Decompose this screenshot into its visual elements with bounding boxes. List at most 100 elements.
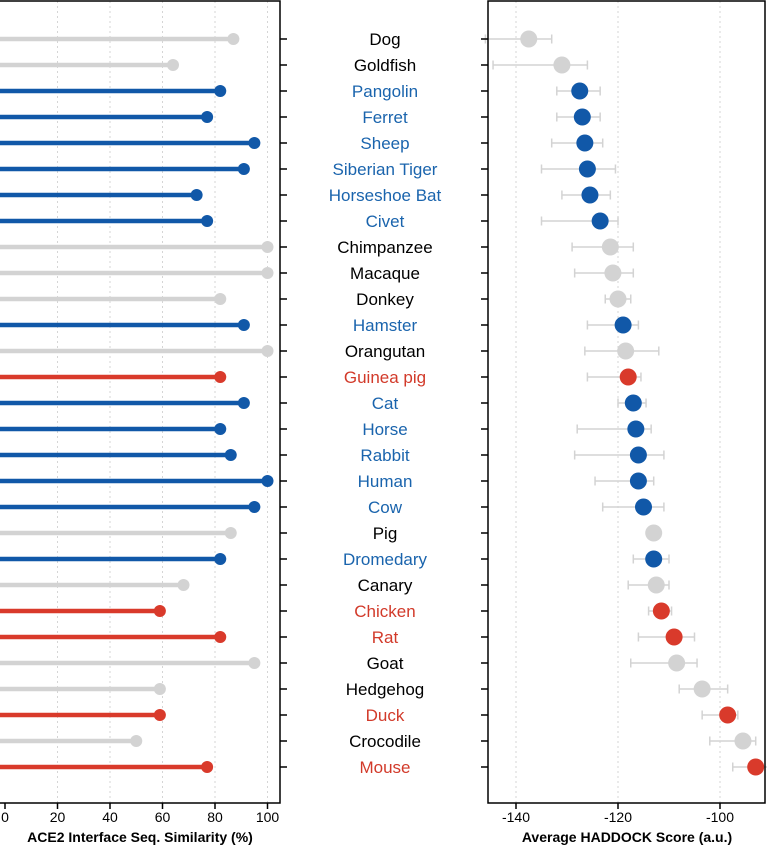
species-label-horseshoe-bat: Horseshoe Bat (329, 186, 442, 205)
score-point-dromedary (645, 550, 663, 568)
score-point-siberian-tiger (578, 160, 596, 178)
species-label-donkey: Donkey (356, 290, 414, 309)
species-label-canary: Canary (358, 576, 413, 595)
score-point-cow (635, 498, 652, 516)
species-label-hedgehog: Hedgehog (346, 680, 424, 699)
right-x-axis-title: Average HADDOCK Score (a.u.) (522, 829, 732, 845)
lollipop-head-pangolin (214, 85, 227, 97)
left-x-tick-label-0: 0 (1, 809, 9, 825)
species-label-hamster: Hamster (353, 316, 418, 335)
lollipop-head-hedgehog (153, 683, 166, 695)
species-label-dromedary: Dromedary (343, 550, 428, 569)
left-plot-frame (0, 0, 281, 804)
lollipop-head-dog (227, 33, 240, 45)
species-label-crocodile: Crocodile (349, 732, 421, 751)
right-x-tick-label--120: -120 (604, 809, 632, 825)
score-point-macaque (604, 264, 622, 282)
species-label-pangolin: Pangolin (352, 82, 418, 101)
lollipop-head-donkey (214, 293, 227, 305)
species-label-siberian-tiger: Siberian Tiger (333, 160, 438, 179)
score-point-chicken (652, 602, 670, 620)
lollipop-head-mouse (201, 761, 214, 773)
species-label-rabbit: Rabbit (360, 446, 409, 465)
lollipop-head-ferret (201, 111, 214, 123)
right-x-tick-label--100: -100 (706, 809, 734, 825)
lollipop-head-macaque (261, 267, 274, 279)
left-x-tick-label-60: 60 (155, 809, 171, 825)
lollipop-head-guinea-pig (214, 371, 227, 383)
species-label-goat: Goat (367, 654, 404, 673)
score-point-rat (665, 628, 683, 646)
right-plot-frame (487, 0, 766, 804)
lollipop-head-civet (201, 215, 214, 227)
species-label-sheep: Sheep (360, 134, 409, 153)
score-point-donkey (609, 290, 627, 308)
species-label-civet: Civet (366, 212, 405, 231)
species-label-cow: Cow (368, 498, 403, 517)
score-point-horseshoe-bat (581, 186, 599, 204)
score-point-hedgehog (693, 680, 711, 698)
lollipop-head-sheep (248, 137, 261, 149)
species-label-dog: Dog (369, 30, 400, 49)
species-label-duck: Duck (366, 706, 405, 725)
lollipop-head-canary (177, 579, 190, 591)
score-point-cat (624, 394, 642, 412)
species-label-cat: Cat (372, 394, 399, 413)
left-x-ticks: 0 20 40 60 80 100 (1, 803, 279, 825)
lollipop-head-duck (153, 709, 166, 721)
lollipop-head-orangutan (261, 345, 274, 357)
lollipop-head-goldfish (167, 59, 179, 71)
lollipop-head-horse (214, 423, 227, 435)
score-point-goldfish (553, 56, 571, 74)
score-point-pangolin (571, 82, 589, 100)
lollipop-head-horseshoe-bat (190, 189, 203, 201)
score-point-duck (719, 706, 737, 724)
lollipop-head-dromedary (214, 553, 227, 565)
species-label-human: Human (358, 472, 413, 491)
score-point-hamster (614, 316, 632, 334)
score-point-human (629, 472, 647, 490)
left-x-tick-label-20: 20 (50, 809, 66, 825)
right-points (484, 30, 767, 776)
species-labels: Dog Goldfish Pangolin Ferret Sheep Siberian T… (329, 30, 442, 777)
score-point-canary (647, 576, 665, 594)
lollipop-head-rabbit (224, 449, 237, 461)
lollipop-head-chicken (153, 605, 166, 617)
right-x-ticks: -140 -120 -100 (502, 803, 734, 825)
species-label-orangutan: Orangutan (345, 342, 425, 361)
score-point-ferret (573, 108, 591, 126)
left-panel: 0 20 40 60 80 100 ACE2 Interface Seq. Similar… (0, 0, 287, 845)
species-label-macaque: Macaque (350, 264, 420, 283)
lollipop-head-pig (224, 527, 237, 539)
right-y-ticks (481, 38, 488, 768)
species-label-rat: Rat (372, 628, 399, 647)
score-point-rabbit (629, 446, 647, 464)
species-label-guinea-pig: Guinea pig (344, 368, 426, 387)
left-y-ticks (280, 38, 287, 768)
lollipop-head-cat (237, 397, 250, 409)
score-point-sheep (576, 134, 594, 152)
lollipop-head-goat (248, 657, 261, 669)
lollipop-head-siberian-tiger (237, 163, 250, 175)
score-point-mouse (747, 758, 765, 776)
left-x-tick-label-80: 80 (207, 809, 223, 825)
lollipop-head-cow (248, 501, 261, 513)
species-label-ferret: Ferret (362, 108, 408, 127)
left-x-axis-title: ACE2 Interface Seq. Similarity (%) (27, 829, 253, 845)
species-label-pig: Pig (373, 524, 398, 543)
lollipop-head-rat (214, 631, 227, 643)
lollipop-head-human (261, 475, 274, 487)
species-label-horse: Horse (362, 420, 407, 439)
score-point-orangutan (617, 342, 635, 360)
right-x-tick-label--140: -140 (502, 809, 530, 825)
species-label-chimpanzee: Chimpanzee (337, 238, 432, 257)
score-point-pig (645, 524, 663, 542)
lollipop-head-chimpanzee (261, 241, 274, 253)
score-point-civet (591, 212, 609, 230)
lollipop-head-crocodile (130, 735, 143, 747)
left-lollipops (0, 33, 274, 773)
left-x-tick-label-100: 100 (256, 809, 280, 825)
species-label-mouse: Mouse (359, 758, 410, 777)
score-point-chimpanzee (601, 238, 619, 256)
